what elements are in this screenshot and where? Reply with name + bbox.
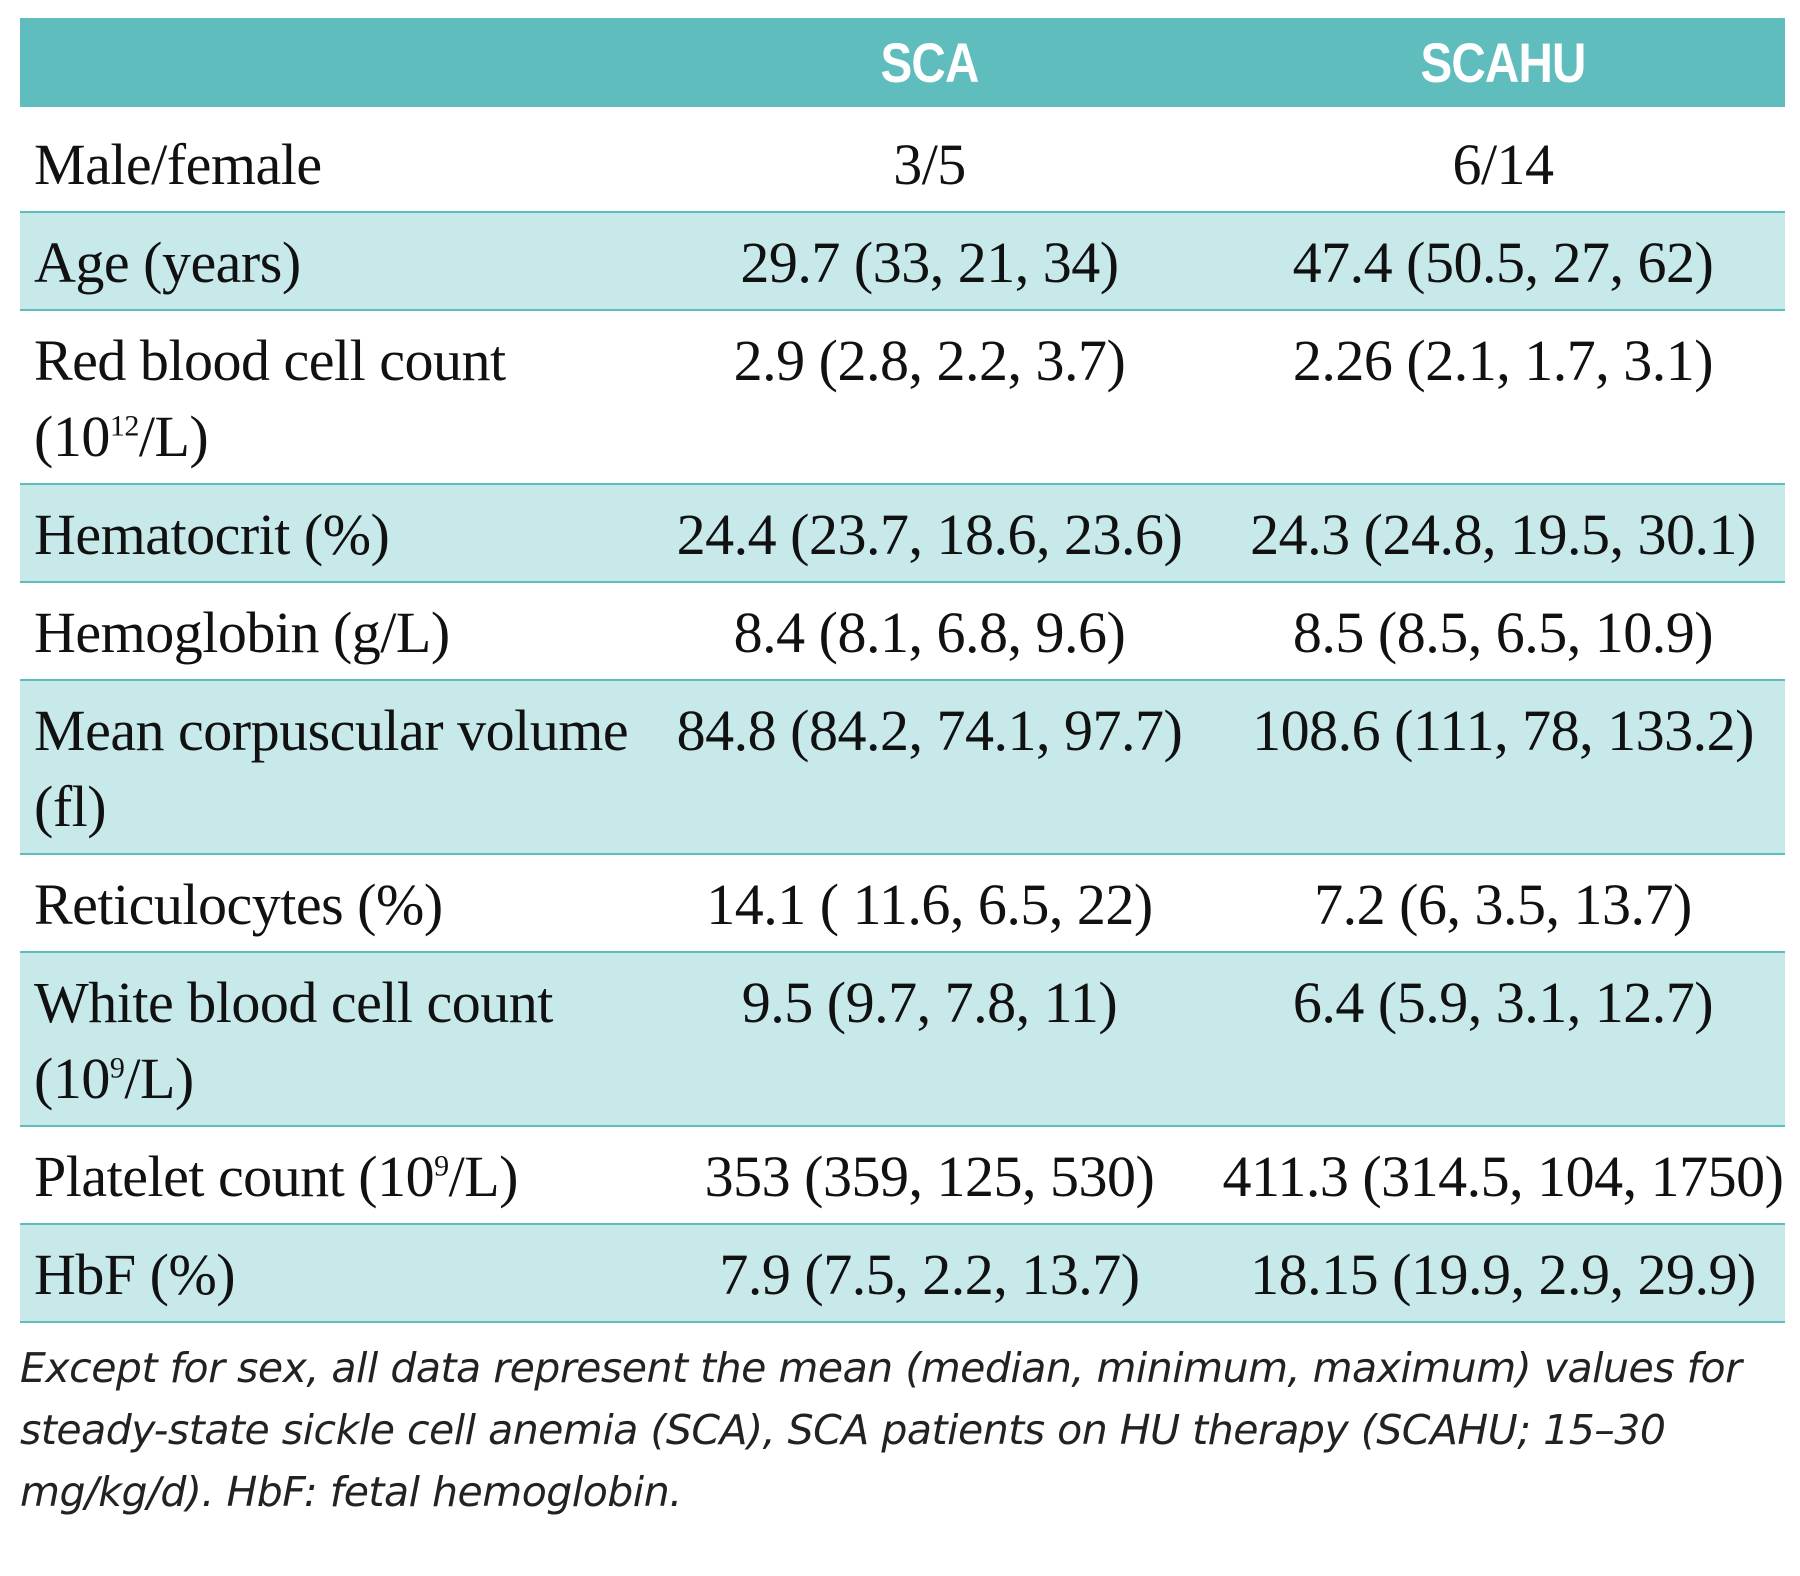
sca-value: 7.9 (7.5, 2.2, 13.7) [638,1223,1221,1323]
row-label: White blood cell count (109/L) [20,951,638,1127]
row-label: HbF (%) [20,1223,638,1323]
scahu-value: 6/14 [1452,132,1554,197]
data-table-container: SCA SCAHU Male/female 3/5 6/14 Age (year… [20,18,1785,1323]
row-label-unit: /L) [124,1046,194,1111]
table-row: Platelet count (109/L) 353 (359, 125, 53… [20,1126,1785,1224]
table-header-row: SCA SCAHU [20,18,1785,107]
row-label-text: Red blood cell count (10 [34,328,506,469]
header-scahu: SCAHU [1420,31,1586,94]
header-empty [66,18,591,107]
table-row: Mean corpuscular volume (fl) 84.8 (84.2,… [20,679,1785,855]
table-row: Male/female 3/5 6/14 [20,107,1785,212]
table-row: Hemoglobin (g/L) 8.4 (8.1, 6.8, 9.6) 8.5… [20,582,1785,680]
scahu-value: 47.4 (50.5, 27, 62) [1221,211,1785,311]
sca-value: 84.8 (84.2, 74.1, 97.7) [638,679,1221,855]
scahu-value: 2.26 (2.1, 1.7, 3.1) [1292,328,1714,393]
table-footnote: Except for sex, all data represent the m… [20,1344,1742,1516]
header-sca: SCA [880,31,980,94]
scahu-value: 108.6 (111, 78, 133.2) [1221,679,1785,855]
row-label-unit: /L) [138,404,209,469]
row-label-exponent: 9 [109,1051,125,1085]
sca-value: 29.7 (33, 21, 34) [638,211,1221,311]
sca-value: 24.4 (23.7, 18.6, 23.6) [638,483,1221,583]
row-label-text: Platelet count (10 [34,1144,435,1209]
row-label: Mean corpuscular volume (fl) [20,679,638,855]
row-label: Platelet count (109/L) [20,1126,638,1224]
sca-value: 3/5 [893,132,966,197]
sca-value: 2.9 (2.8, 2.2, 3.7) [733,328,1126,393]
patient-characteristics-table: SCA SCAHU Male/female 3/5 6/14 Age (year… [20,18,1785,1323]
scahu-value: 24.3 (24.8, 19.5, 30.1) [1221,483,1785,583]
row-label: Age (years) [20,211,638,311]
scahu-value: 411.3 (314.5, 104, 1750) [1222,1144,1784,1209]
table-row: Hematocrit (%) 24.4 (23.7, 18.6, 23.6) 2… [20,483,1785,583]
row-label-text: White blood cell count (10 [34,970,553,1111]
row-label-unit: /L) [448,1144,519,1209]
table-row: Reticulocytes (%) 14.1 ( 11.6, 6.5, 22) … [20,854,1785,952]
table-row: Age (years) 29.7 (33, 21, 34) 47.4 (50.5… [20,211,1785,311]
scahu-value: 6.4 (5.9, 3.1, 12.7) [1221,951,1785,1127]
row-label: Hematocrit (%) [20,483,638,583]
row-label-exponent: 9 [434,1149,449,1183]
row-label-exponent: 12 [109,409,140,443]
row-label: Hemoglobin (g/L) [34,600,450,665]
table-row: White blood cell count (109/L) 9.5 (9.7,… [20,951,1785,1127]
row-label: Red blood cell count (1012/L) [20,310,638,484]
sca-value: 8.4 (8.1, 6.8, 9.6) [733,600,1126,665]
scahu-value: 8.5 (8.5, 6.5, 10.9) [1292,600,1714,665]
row-label: Male/female [34,132,322,197]
sca-value: 14.1 ( 11.6, 6.5, 22) [706,872,1153,937]
sca-value: 9.5 (9.7, 7.8, 11) [638,951,1221,1127]
table-row: Red blood cell count (1012/L) 2.9 (2.8, … [20,310,1785,484]
scahu-value: 18.15 (19.9, 2.9, 29.9) [1221,1223,1785,1323]
scahu-value: 7.2 (6, 3.5, 13.7) [1314,872,1692,937]
sca-value: 353 (359, 125, 530) [704,1144,1155,1209]
row-label: Reticulocytes (%) [34,872,443,937]
table-row: HbF (%) 7.9 (7.5, 2.2, 13.7) 18.15 (19.9… [20,1223,1785,1323]
